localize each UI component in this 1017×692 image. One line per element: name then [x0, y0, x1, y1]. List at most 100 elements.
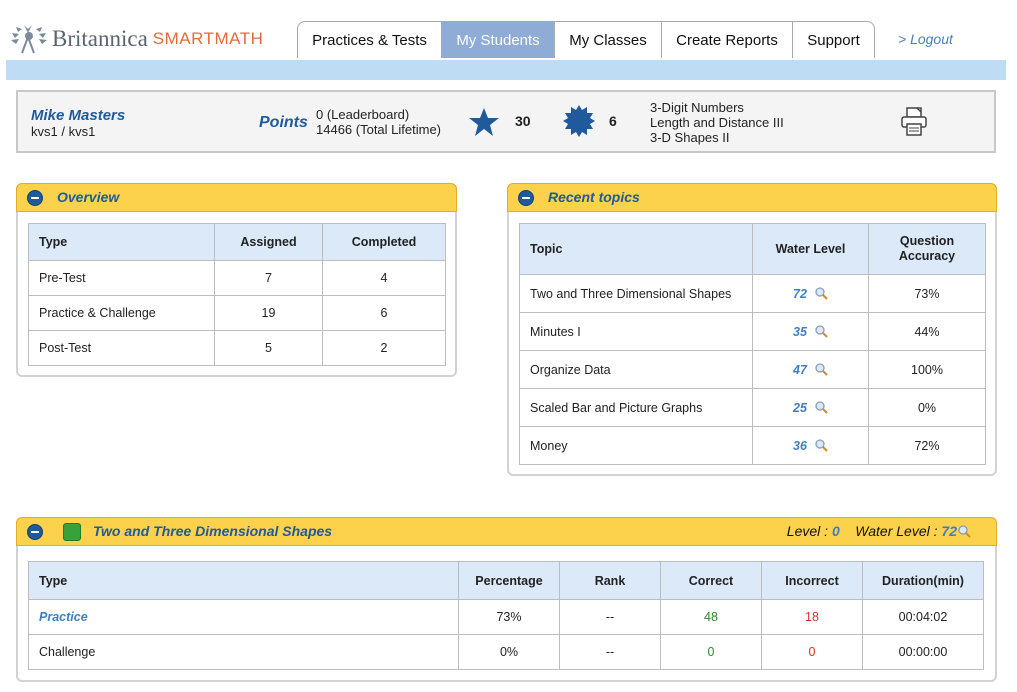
topic-detail-title: Two and Three Dimensional Shapes	[93, 523, 333, 539]
table-row: Pre-Test 7 4	[28, 260, 446, 296]
recent-badge-topics: 3-Digit Numbers Length and Distance III …	[650, 100, 784, 145]
overview-panel: Overview Type Assigned Completed Pre-Tes…	[16, 183, 457, 377]
table-cell: 100%	[868, 350, 986, 389]
water-level-value: 72	[941, 523, 957, 539]
overview-table: Type Assigned Completed Pre-Test 7 4 Pra…	[28, 223, 446, 366]
table-cell: 5	[214, 330, 323, 366]
practice-cell: Practice	[28, 599, 459, 635]
column-header: Incorrect	[761, 561, 863, 600]
column-header: Rank	[559, 561, 661, 600]
table-cell: 2	[322, 330, 446, 366]
water-level-link[interactable]: 47	[793, 362, 807, 377]
table-cell: Minutes I	[519, 312, 753, 351]
tab-create-reports[interactable]: Create Reports	[661, 21, 793, 58]
points-values: 0 (Leaderboard) 14466 (Total Lifetime)	[316, 107, 441, 137]
table-cell: 44%	[868, 312, 986, 351]
badge-count: 6	[609, 113, 617, 129]
water-level-cell: 36	[752, 426, 869, 465]
table-cell: --	[559, 599, 661, 635]
table-row: Practice & Challenge 19 6	[28, 295, 446, 331]
badge-topic: 3-D Shapes II	[650, 130, 730, 145]
magnifier-icon[interactable]	[815, 286, 828, 300]
tab-support[interactable]: Support	[792, 21, 875, 58]
column-header: Topic	[519, 223, 753, 275]
water-level-cell: 35	[752, 312, 869, 351]
water-level-link[interactable]: 25	[793, 400, 807, 415]
water-level-label: Water Level :	[855, 523, 938, 539]
collapse-icon[interactable]	[27, 524, 43, 540]
table-cell: 7	[214, 260, 323, 296]
table-cell: Money	[519, 426, 753, 465]
table-cell: 72%	[868, 426, 986, 465]
table-cell: 00:00:00	[862, 634, 984, 670]
table-cell: 00:04:02	[862, 599, 984, 635]
overview-panel-header: Overview	[16, 183, 457, 212]
recent-topics-panel: Recent topics Topic Water Level Question…	[507, 183, 997, 476]
magnifier-icon[interactable]	[815, 400, 828, 414]
table-row: Minutes I 35 44%	[519, 312, 986, 351]
badge-topic: 3-Digit Numbers	[650, 100, 744, 115]
column-header: Assigned	[214, 223, 323, 261]
logout-link[interactable]: > Logout	[898, 31, 953, 47]
table-row: Practice 73% -- 48 18 00:04:02	[28, 599, 984, 635]
magnifier-icon[interactable]	[958, 525, 971, 538]
practice-link[interactable]: Practice	[39, 610, 88, 624]
badge-icon	[563, 105, 595, 137]
star-count: 30	[515, 113, 531, 129]
table-cell: 0%	[458, 634, 560, 670]
recent-topics-panel-header: Recent topics	[507, 183, 997, 212]
water-level-link[interactable]: 36	[793, 438, 807, 453]
table-row: Organize Data 47 100%	[519, 350, 986, 389]
recent-topics-table: Topic Water Level Question Accuracy Two …	[519, 223, 986, 465]
overview-title: Overview	[57, 189, 120, 205]
column-header: Water Level	[752, 223, 869, 275]
recent-topics-title: Recent topics	[548, 189, 640, 205]
table-cell: 19	[214, 295, 323, 331]
collapse-icon[interactable]	[518, 190, 534, 206]
water-level-link[interactable]: 35	[793, 324, 807, 339]
table-cell: Post-Test	[28, 330, 215, 366]
tab-my-classes[interactable]: My Classes	[554, 21, 662, 58]
table-row: Challenge 0% -- 0 0 00:00:00	[28, 634, 984, 670]
points-leaderboard: 0 (Leaderboard)	[316, 107, 410, 122]
table-row: Scaled Bar and Picture Graphs 25 0%	[519, 388, 986, 427]
column-header: Type	[28, 223, 215, 261]
table-cell: 4	[322, 260, 446, 296]
thistle-logo-icon	[11, 25, 47, 54]
table-cell: 6	[322, 295, 446, 331]
column-header: Correct	[660, 561, 762, 600]
brand-name: Britannica	[52, 26, 148, 51]
table-row: Two and Three Dimensional Shapes 72 73%	[519, 274, 986, 313]
table-cell: Two and Three Dimensional Shapes	[519, 274, 753, 313]
table-cell: Scaled Bar and Picture Graphs	[519, 388, 753, 427]
water-level-cell: 47	[752, 350, 869, 389]
level-value: 0	[831, 523, 840, 539]
level-label: Level :	[786, 523, 829, 539]
collapse-icon[interactable]	[27, 190, 43, 206]
table-cell: --	[559, 634, 661, 670]
tab-my-students[interactable]: My Students	[441, 21, 555, 58]
correct-count: 0	[660, 634, 762, 670]
incorrect-count: 18	[761, 599, 863, 635]
points-label: Points	[259, 114, 308, 131]
student-info-bar: Mike Masters kvs1 / kvs1 Points 0 (Leade…	[16, 90, 996, 153]
printer-icon[interactable]	[898, 106, 930, 138]
points-lifetime: 14466 (Total Lifetime)	[316, 122, 442, 137]
topic-category-icon	[63, 523, 81, 541]
tab-practices-tests[interactable]: Practices & Tests	[297, 21, 442, 58]
magnifier-icon[interactable]	[815, 324, 828, 338]
table-cell: 0%	[868, 388, 986, 427]
topic-detail-panel-header: Two and Three Dimensional Shapes Level :…	[16, 517, 997, 546]
topic-detail-table: Type Percentage Rank Correct Incorrect D…	[28, 561, 984, 670]
column-header: Question Accuracy	[868, 223, 986, 275]
water-level-link[interactable]: 72	[793, 286, 807, 301]
star-icon	[469, 108, 499, 136]
britannica-logo[interactable]: Britannica SMARTMATH	[8, 22, 263, 56]
magnifier-icon[interactable]	[815, 438, 828, 452]
table-cell: Practice & Challenge	[28, 295, 215, 331]
table-cell: Pre-Test	[28, 260, 215, 296]
column-header: Duration(min)	[862, 561, 984, 600]
magnifier-icon[interactable]	[815, 362, 828, 376]
student-login: kvs1 / kvs1	[31, 124, 96, 139]
incorrect-count: 0	[761, 634, 863, 670]
